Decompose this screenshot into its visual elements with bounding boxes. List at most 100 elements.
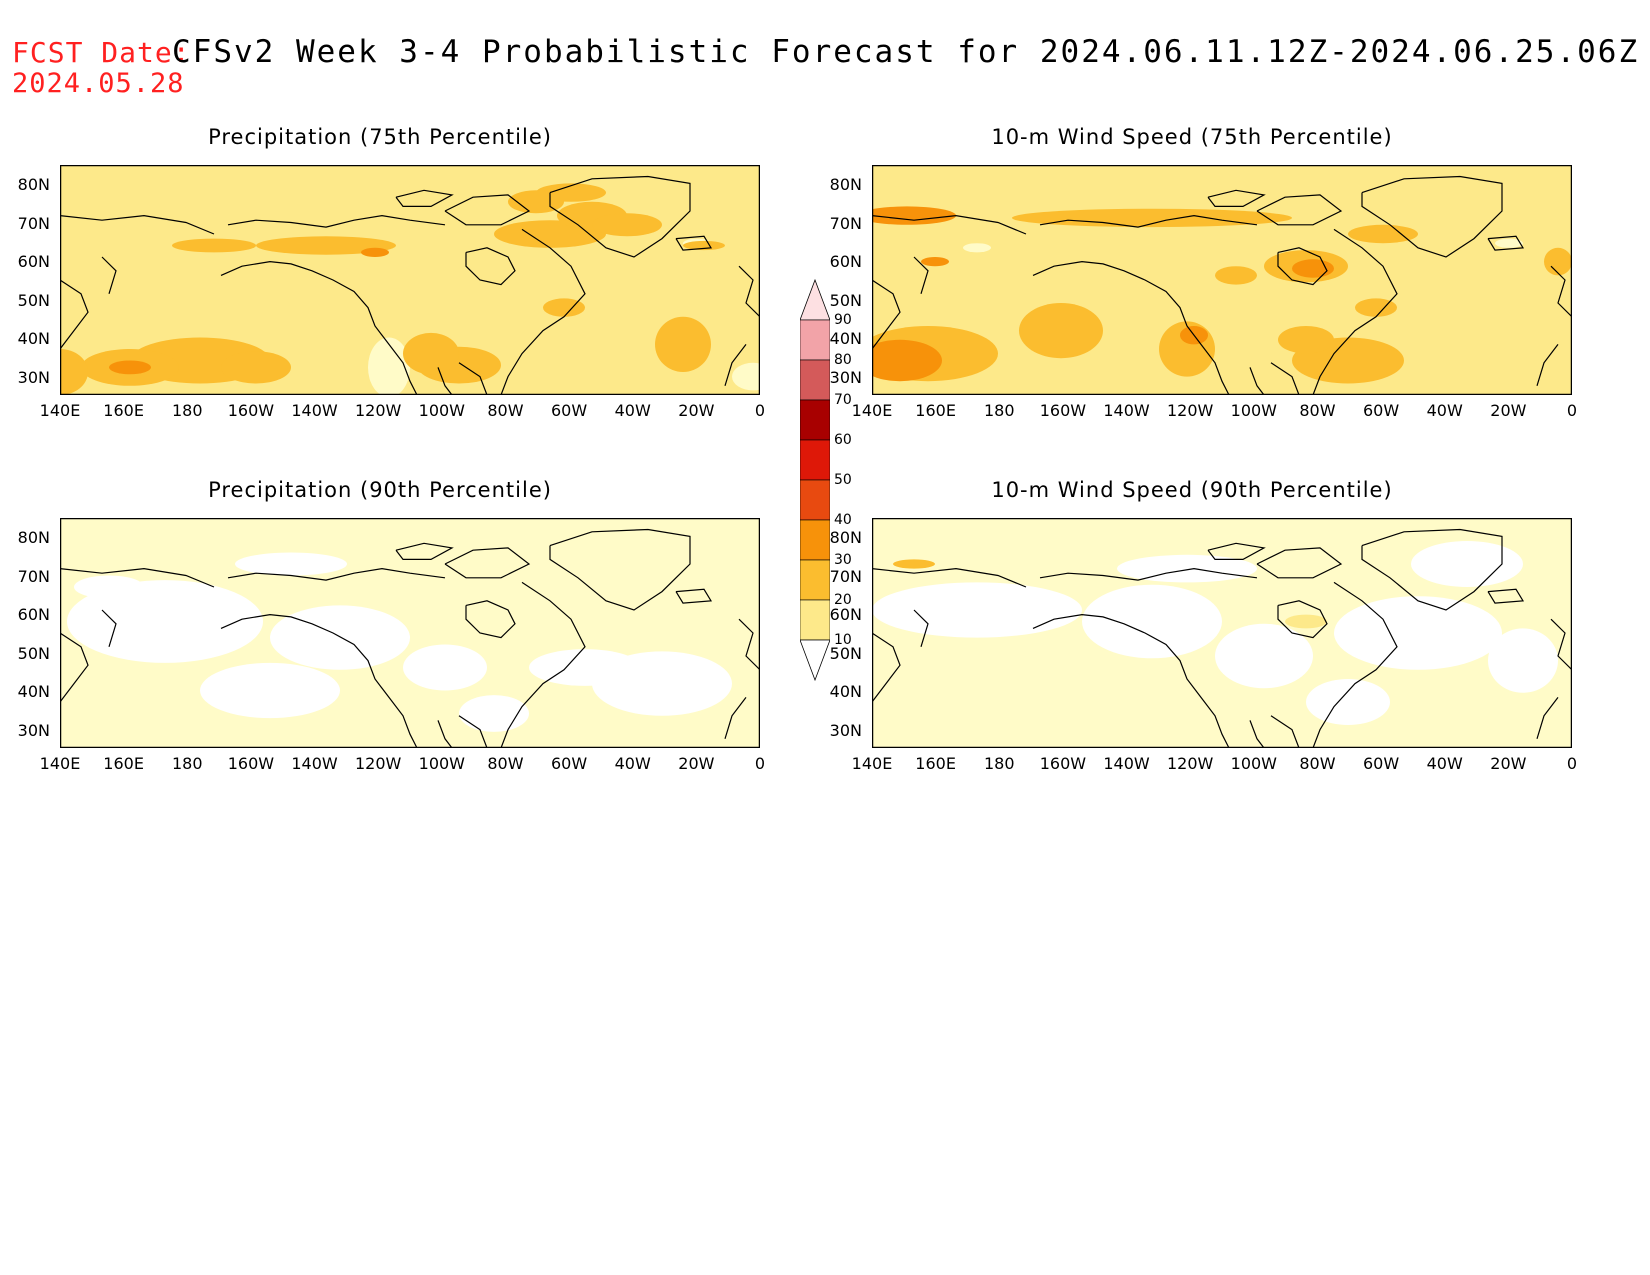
lon-tick-label: 120W <box>1166 401 1214 420</box>
page-title: CFSv2 Week 3-4 Probabilistic Forecast fo… <box>172 34 1640 70</box>
lon-tick-label: 60W <box>550 754 588 773</box>
coastline <box>872 567 1027 588</box>
field-contour <box>1334 596 1502 670</box>
lon-tick-label: 120W <box>354 401 402 420</box>
field-contour <box>872 206 956 225</box>
lat-tick-label: 80N <box>17 175 50 194</box>
field-contour <box>1488 628 1558 693</box>
coastline <box>437 720 453 748</box>
coastline <box>1277 247 1328 286</box>
lon-tick-label: 40W <box>614 754 651 773</box>
lat-tick-label: 50N <box>17 290 50 310</box>
field-contour <box>235 552 347 576</box>
lon-tick-label: 80W <box>1299 754 1336 773</box>
lon-tick-label: 0 <box>754 401 766 420</box>
coastline <box>1312 581 1398 748</box>
coastline <box>1312 228 1398 395</box>
map-frame <box>60 518 760 748</box>
lat-tick-label: 70N <box>17 213 50 233</box>
field-contour <box>368 337 410 395</box>
lat-tick-label: 70N <box>17 566 50 586</box>
panel-precip-75: Precipitation (75th Percentile) 80N 70N 60… <box>0 125 765 420</box>
colorbar-label: 30 <box>834 552 852 568</box>
lat-tick-label: 80N <box>829 528 862 547</box>
lon-tick-label: 140W <box>291 754 338 773</box>
lon-tick-label: 100W <box>418 754 465 773</box>
lon-tick-label: 0 <box>1566 401 1578 420</box>
field-contour <box>592 651 732 716</box>
coastline <box>444 194 531 226</box>
field-contour <box>1278 326 1334 354</box>
colorbar: 10 20 30 40 50 60 70 80 90 <box>799 270 860 690</box>
colorbar-label: 20 <box>834 592 852 608</box>
field-contour <box>1082 584 1222 659</box>
lon-tick-label: 180 <box>171 754 203 773</box>
lon-tick-label: 60W <box>1362 401 1400 420</box>
map-plot <box>60 518 760 748</box>
coastline <box>395 189 454 208</box>
map-frame <box>872 165 1572 395</box>
coastline <box>60 279 89 350</box>
panel-title: 10-m Wind Speed (75th Percentile) <box>991 125 1393 149</box>
map-svg <box>60 165 760 395</box>
map-frame <box>872 518 1572 748</box>
coastline <box>738 618 760 671</box>
colorbar-svg <box>799 278 831 682</box>
coastline <box>1550 265 1572 318</box>
lon-tick-label: 0 <box>754 754 766 773</box>
lon-tick-label: 40W <box>1426 401 1463 420</box>
colorbar-segment <box>799 399 831 441</box>
field-contour <box>1411 541 1523 587</box>
coastline <box>872 632 901 703</box>
coastline <box>1487 588 1525 604</box>
lon-tick-label: 180 <box>171 401 203 420</box>
lon-tick-label: 120W <box>1166 754 1214 773</box>
lon-tick-label: 100W <box>1230 401 1277 420</box>
lon-tick-label: 140E <box>851 401 893 420</box>
coastline <box>1207 189 1266 208</box>
field-contour <box>732 362 760 391</box>
lon-tick-label: 100W <box>1230 754 1277 773</box>
lon-tick-label: 80W <box>487 401 524 420</box>
coastline <box>60 567 215 588</box>
coastline <box>1249 367 1265 395</box>
lon-tick-label: 140E <box>39 754 81 773</box>
coastline <box>500 581 586 748</box>
lon-tick-label: 40W <box>1426 754 1463 773</box>
map-svg <box>60 518 760 748</box>
coastline <box>60 214 215 235</box>
coastline <box>1536 344 1559 386</box>
coastline <box>465 247 516 286</box>
lat-tick-label: 60N <box>829 252 862 271</box>
lon-tick-label: 120W <box>354 754 402 773</box>
lat-tick-label: 60N <box>17 605 50 624</box>
field-contour <box>1355 298 1397 317</box>
colorbar-label: 90 <box>834 312 852 328</box>
panel-precip-90: Precipitation (90th Percentile) 80N 70N 60… <box>0 478 765 773</box>
field-contour <box>655 316 711 372</box>
lon-tick-label: 100W <box>418 401 465 420</box>
panel-wind-75: 10-m Wind Speed (75th Percentile) 80N 70N… <box>812 125 1577 420</box>
lon-tick-label: 40W <box>614 401 651 420</box>
lat-tick-label: 80N <box>17 528 50 547</box>
lon-tick-label: 160E <box>915 754 956 773</box>
coastline <box>227 567 446 581</box>
coastline <box>60 632 89 703</box>
lat-tick-label: 80N <box>829 175 862 194</box>
lon-tick-label: 160W <box>1039 754 1087 773</box>
coastline <box>872 214 1027 235</box>
lon-tick-label: 180 <box>983 754 1015 773</box>
field-contour <box>1348 224 1418 244</box>
lon-tick-label: 140E <box>39 401 81 420</box>
field-contour <box>109 360 151 375</box>
coastline <box>1270 362 1300 395</box>
coastline <box>101 609 117 647</box>
lat-tick-label: 30N <box>829 367 862 387</box>
coastline <box>458 362 488 395</box>
lat-tick-label: 70N <box>829 566 862 586</box>
lat-tick-label: 70N <box>829 213 862 233</box>
lat-tick-label: 40N <box>829 329 862 348</box>
coastline <box>675 235 713 251</box>
field-contour <box>1012 208 1292 228</box>
coastline <box>500 228 586 395</box>
